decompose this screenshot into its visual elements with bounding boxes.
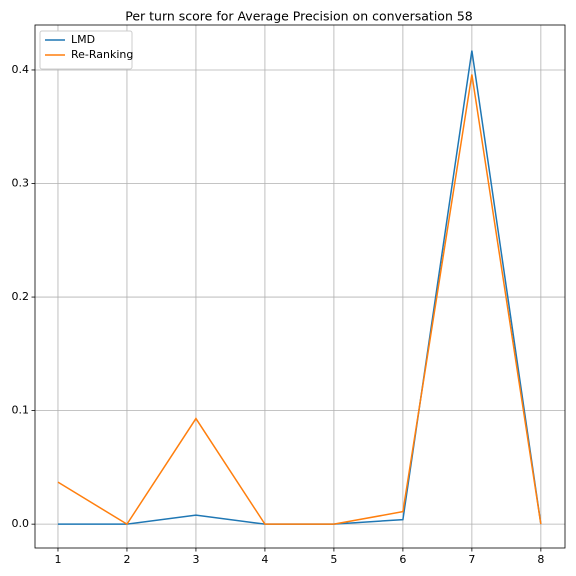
x-tick-label: 6 (399, 553, 406, 566)
legend-label: Re-Ranking (71, 48, 133, 61)
y-tick-label: 0.2 (12, 290, 30, 303)
y-tick-label: 0.1 (12, 404, 30, 417)
x-tick-label: 2 (123, 553, 130, 566)
x-tick-label: 5 (330, 553, 337, 566)
x-tick-label: 7 (468, 553, 475, 566)
legend-label: LMD (71, 33, 95, 46)
series-line (57, 74, 542, 526)
x-tick-label: 4 (261, 553, 268, 566)
y-tick-label: 0.3 (12, 177, 30, 190)
plot-frame (34, 24, 566, 549)
x-tick-label: 8 (537, 553, 544, 566)
y-tick-label: 0.0 (12, 517, 30, 530)
x-tick-label: 3 (192, 553, 199, 566)
y-tick-label: 0.4 (12, 63, 30, 76)
chart-title: Per turn score for Average Precision on … (125, 9, 473, 24)
x-tick-label: 1 (54, 553, 61, 566)
